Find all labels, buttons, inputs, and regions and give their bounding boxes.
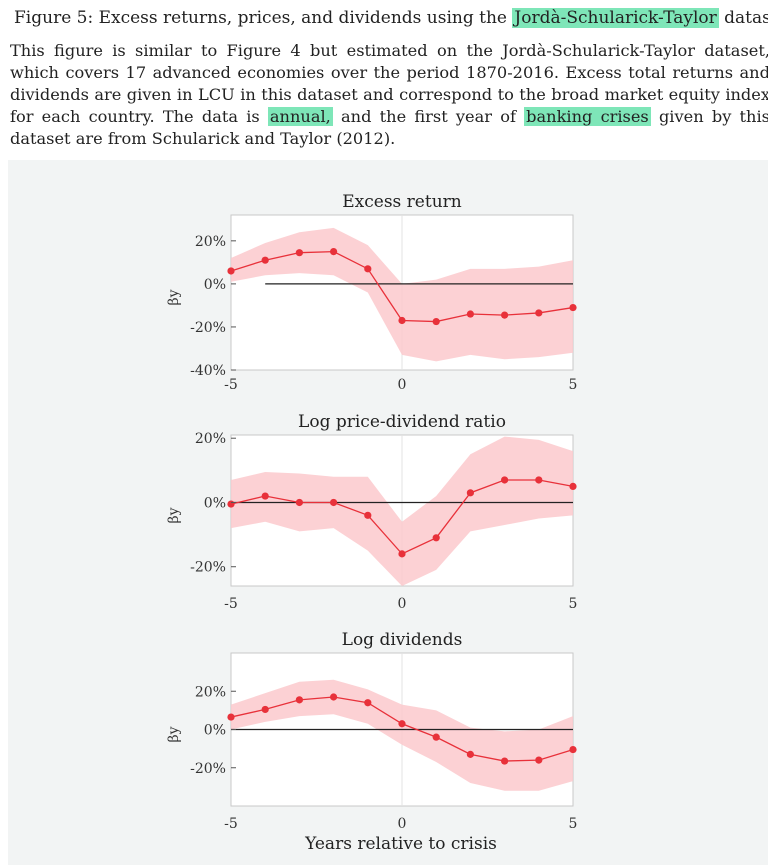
x-tick-label: -5 <box>224 596 238 612</box>
data-point <box>330 693 338 701</box>
confidence-band <box>231 436 573 586</box>
description-line: is <box>246 107 268 126</box>
data-point <box>535 309 543 317</box>
confidence-band <box>231 679 573 791</box>
figure-caption: Figure 5: Excess returns, prices, and di… <box>14 6 768 30</box>
x-axis-label: Years relative to crisis <box>304 834 497 854</box>
data-point <box>432 534 440 542</box>
data-point <box>501 311 509 319</box>
data-point <box>569 745 577 754</box>
data-point <box>295 249 303 257</box>
y-tick-label: -40% <box>190 363 226 379</box>
figure-description: This figure is similar to Figure 4 but e… <box>10 40 768 150</box>
data-point <box>569 303 577 312</box>
y-tick-label: -20% <box>190 761 226 777</box>
data-point <box>398 550 406 558</box>
y-tick-label: 0% <box>204 495 226 511</box>
x-tick-label: -5 <box>224 816 238 832</box>
confidence-band <box>231 227 573 362</box>
caption-prefix: Figure 5: Excess returns, prices, and di… <box>14 8 513 28</box>
x-tick-label: 0 <box>398 377 407 393</box>
data-point <box>398 316 406 325</box>
y-tick-label: -20% <box>190 320 226 336</box>
data-point <box>364 511 372 519</box>
y-axis-label: βy <box>166 726 182 742</box>
y-tick-label: 20% <box>195 684 226 700</box>
description-line: and the first year of <box>332 107 525 126</box>
description-line: This figure is similar to Figure 4 but e… <box>10 41 768 82</box>
y-tick-label: 20% <box>195 431 226 447</box>
description-line: 17 advanced economies over the period 18… <box>10 63 768 104</box>
data-point <box>535 756 543 764</box>
data-point <box>330 498 338 507</box>
x-tick-label: 5 <box>569 596 578 612</box>
data-point <box>227 713 235 721</box>
x-tick-label: 5 <box>569 377 578 393</box>
x-tick-label: 0 <box>398 596 407 612</box>
data-point <box>535 476 543 484</box>
caption-suffix: dataset <box>724 8 768 28</box>
data-point <box>364 265 372 273</box>
data-point <box>432 733 440 741</box>
y-axis-label: βy <box>166 289 182 305</box>
data-point <box>501 476 509 484</box>
y-tick-label: 0% <box>204 723 226 739</box>
data-point <box>364 699 372 707</box>
description-line: LCU in this dataset and correspond to th… <box>10 85 768 126</box>
x-tick-label: 5 <box>569 816 578 832</box>
y-tick-label: 0% <box>204 277 226 293</box>
data-point <box>330 247 338 256</box>
x-tick-label: 0 <box>398 816 407 832</box>
description-line: given by this dataset are from Schularic… <box>10 107 768 148</box>
y-tick-label: 20% <box>195 234 226 250</box>
data-point <box>295 498 303 507</box>
data-point <box>227 267 235 275</box>
data-point <box>466 750 474 758</box>
data-point <box>261 492 269 500</box>
chart-title: Log price-dividend ratio <box>298 412 506 432</box>
y-tick-label: -20% <box>190 560 226 576</box>
highlight-banking-crises: banking crises <box>524 107 651 126</box>
data-point <box>501 757 509 765</box>
data-point <box>569 482 577 491</box>
data-point <box>398 720 406 728</box>
description-line: (2012). <box>336 129 396 148</box>
chart-title: Log dividends <box>342 630 463 650</box>
chart-title: Excess return <box>342 192 462 212</box>
data-point <box>295 696 303 704</box>
data-point <box>466 489 474 497</box>
data-point <box>466 310 474 318</box>
y-axis-label: βy <box>166 507 182 523</box>
data-point <box>432 317 440 326</box>
caption-highlight: Jordà-Schularick-Taylor <box>512 8 719 28</box>
highlight-annual: annual, <box>267 107 333 126</box>
data-point <box>261 256 269 264</box>
data-point <box>261 705 269 714</box>
data-point <box>227 500 235 508</box>
x-tick-label: -5 <box>224 377 238 393</box>
